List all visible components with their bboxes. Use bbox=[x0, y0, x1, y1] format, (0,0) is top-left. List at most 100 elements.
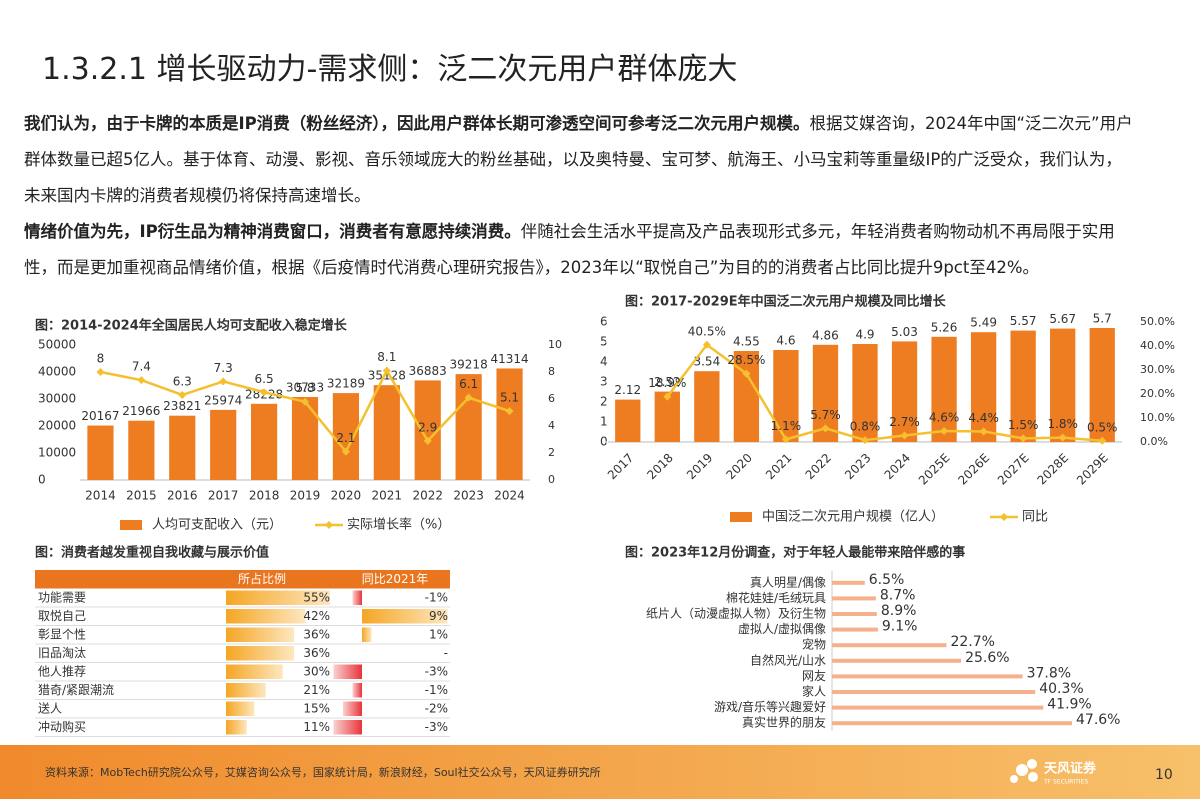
bar-label: 41.9% bbox=[1047, 697, 1091, 713]
cell-value: - bbox=[444, 646, 448, 660]
x-tick-label: 2014 bbox=[85, 489, 116, 503]
bar-label: 36883 bbox=[409, 364, 447, 378]
y-tick-label: 4 bbox=[600, 355, 608, 369]
bar-label: 5.67 bbox=[1049, 312, 1076, 326]
bar-label: 2.12 bbox=[614, 383, 641, 397]
paragraph-lead: 我们认为，由于卡牌的本质是IP消费（粉丝经济），因此用户群体长期可渗透空间可参考… bbox=[24, 114, 810, 133]
line-label: 18.9% bbox=[648, 376, 686, 390]
line-label: 8 bbox=[97, 352, 105, 366]
line-marker bbox=[96, 368, 105, 376]
cell-value: -1% bbox=[425, 590, 448, 604]
legend-swatch bbox=[730, 512, 752, 522]
bar bbox=[87, 425, 114, 480]
legend-marker bbox=[1000, 513, 1008, 521]
y-tick-label: 1 bbox=[600, 415, 608, 429]
paragraph-text: 根据艾媒咨询，2024年中国“泛二次元”用户群体数量已超5亿人。基于体育、动漫、… bbox=[24, 114, 1133, 205]
bar-label: 21966 bbox=[122, 404, 160, 418]
bar-label: 40.3% bbox=[1039, 681, 1083, 697]
data-bar bbox=[226, 590, 330, 605]
data-bar bbox=[226, 701, 255, 716]
line-label: 4.4% bbox=[968, 411, 999, 425]
bar bbox=[832, 690, 1036, 694]
bar bbox=[931, 336, 957, 442]
row-label: 猎奇/紧跟潮流 bbox=[38, 682, 114, 697]
line-marker bbox=[260, 388, 269, 397]
paragraph-text: 伴随社会生活水平提高及产品表现形式多元，年轻消费者购物动机不再局限于实用性，而是… bbox=[24, 222, 1115, 277]
bar-label: 3.54 bbox=[693, 355, 720, 369]
bar bbox=[832, 596, 876, 601]
x-tick-label: 2025E bbox=[916, 451, 953, 488]
cell-value: 9% bbox=[429, 609, 448, 623]
bar bbox=[373, 385, 400, 480]
x-tick-label: 2029E bbox=[1074, 451, 1111, 488]
line-marker bbox=[781, 435, 790, 444]
y-tick-label: 0 bbox=[38, 473, 46, 487]
line-marker bbox=[663, 392, 672, 401]
data-bar bbox=[226, 664, 283, 679]
change-bar bbox=[352, 683, 362, 698]
bar bbox=[169, 415, 196, 480]
bar bbox=[251, 403, 278, 480]
change-bar bbox=[352, 590, 362, 605]
x-tick-label: 2022 bbox=[803, 451, 834, 482]
line-label: 1.1% bbox=[771, 419, 802, 433]
legend-swatch bbox=[120, 520, 142, 530]
legend-label: 人均可支配收入（元） bbox=[152, 518, 282, 533]
y2-tick-label: 20.0% bbox=[1140, 387, 1175, 400]
y-tick-label: 6 bbox=[600, 315, 608, 329]
x-tick-label: 2019 bbox=[290, 489, 321, 503]
change-bar bbox=[362, 627, 372, 642]
line-marker bbox=[219, 377, 228, 386]
chart-title: 图：2014-2024年全国居民人均可支配收入稳定增长 bbox=[35, 318, 348, 334]
bar-label: 5.26 bbox=[931, 320, 958, 334]
line-marker bbox=[301, 397, 309, 406]
line-label: 6.5 bbox=[255, 372, 274, 386]
bar bbox=[832, 705, 1044, 710]
bar bbox=[832, 658, 962, 663]
cell-value: 36% bbox=[303, 646, 330, 660]
line-label: 4.6% bbox=[929, 410, 960, 424]
y-tick-label: 5 bbox=[600, 335, 608, 349]
chart-title: 图：2023年12月份调查，对于年轻人最能带来陪伴感的事 bbox=[625, 545, 965, 561]
bar-label: 30733 bbox=[286, 381, 324, 395]
y2-tick-label: 30.0% bbox=[1140, 363, 1175, 376]
paragraph: 我们认为，由于卡牌的本质是IP消费（粉丝经济），因此用户群体长期可渗透空间可参考… bbox=[24, 106, 1134, 214]
row-label: 送人 bbox=[38, 700, 62, 715]
row-label: 冲动购买 bbox=[38, 719, 86, 734]
change-bar bbox=[362, 609, 448, 624]
cell-value: 1% bbox=[429, 627, 448, 641]
y2-tick-label: 10.0% bbox=[1140, 411, 1175, 424]
bar bbox=[291, 397, 319, 480]
x-tick-label: 2019 bbox=[684, 451, 715, 482]
row-label: 他人推荐 bbox=[38, 664, 86, 678]
cell-value: 55% bbox=[303, 590, 330, 604]
bar-label: 8.7% bbox=[880, 587, 916, 603]
y2-tick-label: 40.0% bbox=[1140, 339, 1175, 352]
bar bbox=[694, 371, 720, 442]
bar-label: 9.1% bbox=[882, 619, 918, 635]
line-label: 5.8 bbox=[295, 381, 314, 395]
line-label: 28.5% bbox=[727, 353, 765, 367]
y2-tick-label: 50.0% bbox=[1140, 315, 1175, 328]
x-tick-label: 2023 bbox=[453, 489, 484, 503]
x-tick-label: 2018 bbox=[249, 489, 280, 503]
line-marker bbox=[702, 340, 711, 349]
bar-label: 4.6 bbox=[776, 334, 795, 348]
chart-title: 图：消费者越发重视自我收藏与展示价值 bbox=[35, 545, 269, 561]
x-tick-label: 2017 bbox=[208, 489, 239, 503]
bar-label: 47.6% bbox=[1076, 712, 1120, 728]
x-tick-label: 2015 bbox=[126, 489, 157, 503]
bar-label: 5.57 bbox=[1010, 314, 1037, 328]
x-tick-label: 2018 bbox=[644, 451, 675, 482]
line-label: 1.5% bbox=[1008, 418, 1039, 432]
bar-label: 4.9 bbox=[855, 328, 874, 342]
line-marker bbox=[742, 369, 751, 378]
category-label: 游戏/音乐等兴趣爱好 bbox=[714, 699, 826, 714]
line-label: 5.1 bbox=[500, 391, 519, 405]
paragraph-lead: 情绪价值为先，IP衍生品为精神消费窗口，消费者有意愿持续消费。 bbox=[24, 222, 521, 241]
line-label: 6.1 bbox=[459, 377, 478, 391]
line-marker bbox=[1058, 433, 1067, 442]
bar bbox=[832, 721, 1072, 726]
line-marker bbox=[505, 407, 514, 416]
data-bar bbox=[226, 646, 295, 661]
